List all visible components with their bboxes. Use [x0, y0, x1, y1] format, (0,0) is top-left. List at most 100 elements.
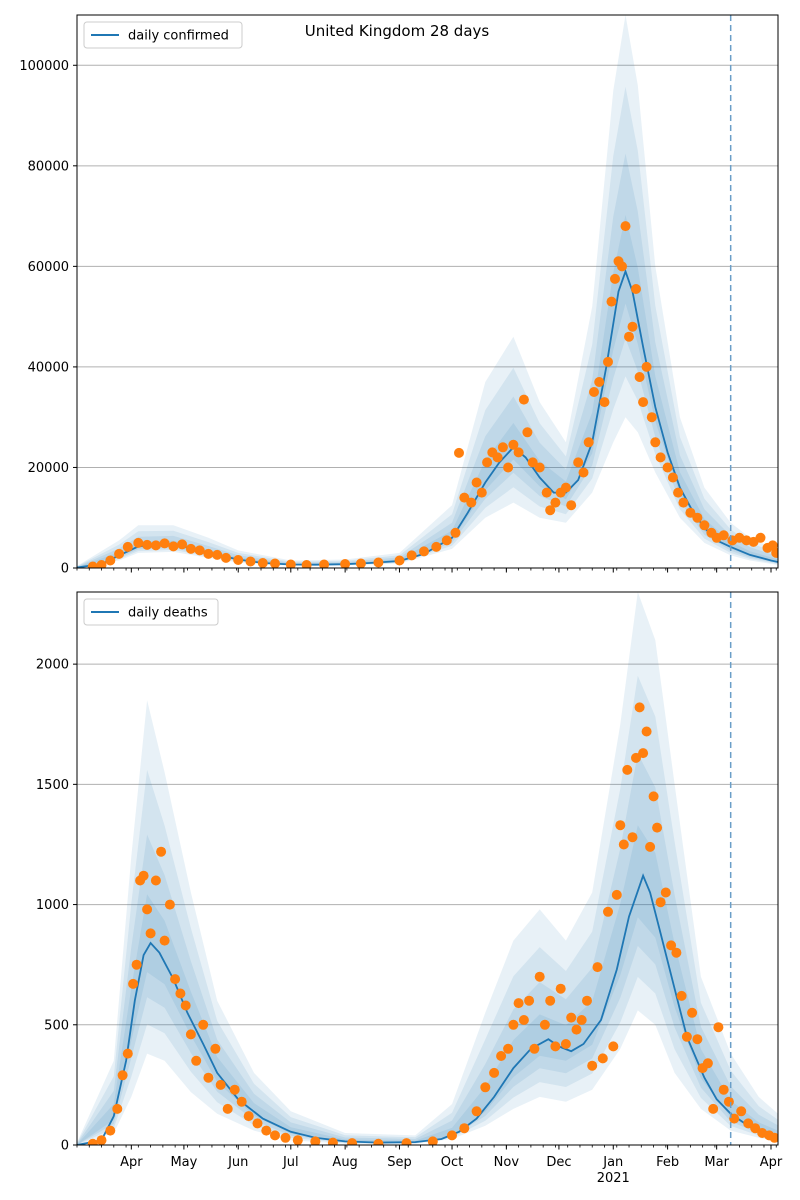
data-point: [755, 532, 766, 543]
data-point: [270, 1130, 280, 1141]
data-point: [471, 477, 482, 488]
data-point: [492, 452, 503, 463]
data-point: [340, 559, 351, 568]
data-point: [736, 1106, 747, 1117]
uncertainty-band-0: [77, 15, 778, 568]
data-point: [285, 559, 296, 568]
uncertainty-band-0: [77, 592, 778, 1145]
data-point: [497, 442, 508, 453]
data-point: [597, 1053, 608, 1064]
data-point: [638, 748, 649, 759]
data-point: [270, 558, 280, 568]
legend: daily confirmed: [83, 21, 243, 49]
x-tick-label: Apr: [120, 1155, 143, 1170]
data-point: [459, 492, 470, 503]
data-point: [527, 457, 538, 468]
data-point: [713, 1022, 724, 1033]
data-point: [319, 559, 330, 568]
data-point: [692, 1034, 703, 1045]
data-point: [145, 928, 156, 939]
legend-box: [83, 598, 219, 626]
data-point: [185, 543, 196, 554]
data-point: [96, 1135, 107, 1145]
data-point: [150, 875, 161, 886]
data-point: [292, 1135, 303, 1145]
data-point: [301, 560, 312, 568]
x-tick-label: Mar: [704, 1155, 729, 1170]
data-point: [571, 1024, 582, 1035]
data-point: [743, 1118, 754, 1129]
legend-box: [83, 21, 243, 49]
data-point: [96, 560, 107, 568]
data-point: [431, 541, 442, 552]
data-point: [222, 1103, 233, 1114]
data-point: [466, 497, 477, 508]
data-point: [618, 839, 629, 850]
data-point: [489, 1067, 500, 1078]
axes-frame: [76, 14, 779, 569]
data-point: [427, 1136, 438, 1145]
data-point: [164, 899, 175, 910]
x-tick-label: Jan: [602, 1155, 623, 1170]
x-tick-label: Feb: [656, 1155, 679, 1170]
data-point: [652, 822, 663, 833]
data-point: [541, 487, 552, 498]
data-point: [203, 1072, 214, 1083]
data-point: [676, 990, 687, 1001]
data-point: [401, 1138, 412, 1145]
data-point: [718, 1084, 729, 1095]
data-point: [634, 372, 645, 382]
data-point: [513, 447, 524, 458]
data-point: [105, 555, 116, 566]
data-point: [529, 1043, 540, 1054]
data-point: [615, 820, 626, 831]
data-point: [373, 1138, 384, 1145]
y-tick-label: 60000: [28, 260, 69, 275]
data-point: [347, 1138, 358, 1145]
data-point: [236, 1096, 247, 1107]
data-point: [105, 1125, 116, 1136]
data-point: [503, 462, 514, 473]
data-point: [560, 1039, 571, 1049]
data-point: [454, 447, 464, 458]
data-point: [708, 1103, 719, 1114]
data-point: [471, 1106, 482, 1117]
data-point: [634, 702, 645, 713]
data-point: [245, 556, 256, 567]
data-point: [310, 1136, 321, 1145]
data-point: [611, 889, 622, 900]
data-point: [589, 387, 599, 397]
data-point: [550, 1041, 561, 1052]
data-point: [518, 1015, 529, 1025]
y-tick-label: 0: [61, 562, 69, 577]
data-point: [373, 557, 384, 568]
data-point: [503, 1043, 514, 1054]
data-point: [671, 947, 682, 958]
axes-frame: [76, 591, 779, 1146]
data-point: [261, 1125, 272, 1136]
data-point: [156, 846, 167, 857]
data-point: [150, 540, 161, 551]
data-point: [545, 995, 556, 1006]
data-point: [566, 500, 577, 511]
year-label: 2021: [597, 1171, 630, 1186]
data-point: [620, 221, 631, 232]
data-point: [606, 296, 617, 307]
data-point: [243, 1111, 254, 1122]
data-point: [159, 935, 170, 946]
data-point: [678, 497, 689, 508]
data-point: [257, 558, 268, 568]
data-point: [496, 1051, 507, 1061]
data-point: [608, 1041, 619, 1052]
data-point: [459, 1123, 470, 1134]
data-point: [185, 1029, 196, 1040]
data-point: [655, 452, 666, 463]
data-point: [699, 520, 710, 531]
legend: daily deaths: [83, 598, 219, 626]
data-point: [175, 988, 186, 999]
data-point: [122, 1048, 133, 1059]
data-point: [480, 1082, 491, 1093]
data-point: [582, 995, 592, 1006]
data-point: [128, 978, 139, 989]
